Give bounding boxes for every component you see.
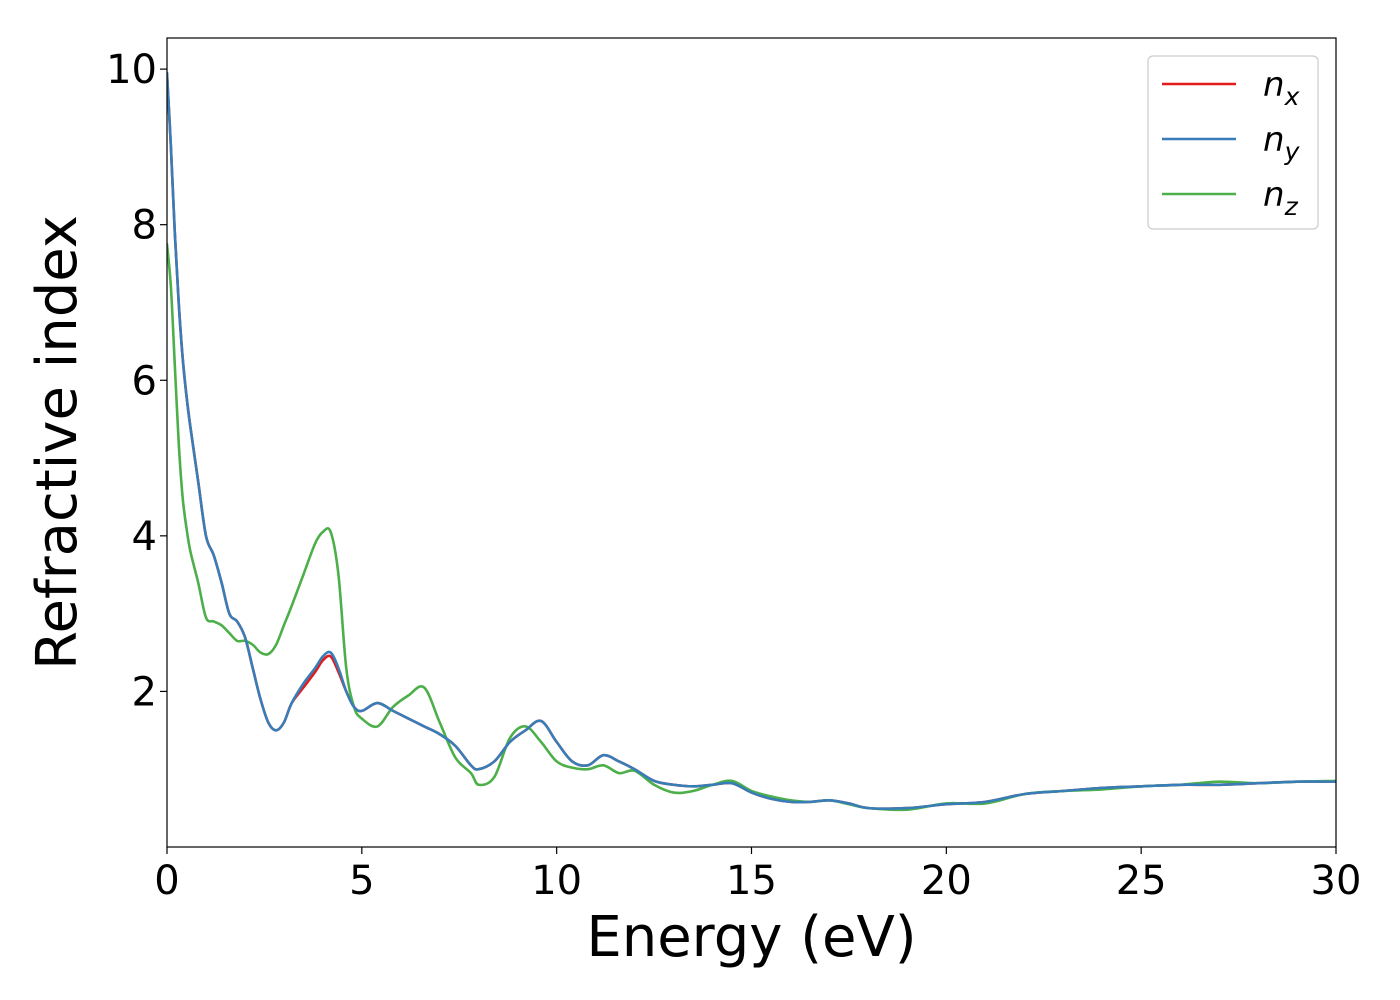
x-axis-ticks: 0 5 10 15 20 25 30 [154, 847, 1361, 904]
y-tick-label: 2 [132, 669, 157, 715]
legend: nx ny nz [1147, 55, 1319, 230]
legend-label-nx: nx [1263, 65, 1300, 111]
y-tick-label: 6 [132, 358, 157, 404]
y-axis-ticks: 2 4 6 8 10 [106, 47, 167, 715]
x-tick-label: 10 [531, 858, 582, 904]
y-tick-label: 4 [132, 514, 157, 560]
x-axis-label: Energy (eV) [586, 905, 916, 970]
x-tick-label: 25 [1116, 858, 1167, 904]
x-tick-label: 15 [726, 858, 777, 904]
y-tick-label: 10 [106, 47, 157, 93]
y-axis-label: Refractive index [25, 215, 90, 670]
legend-label-nz: nz [1263, 175, 1299, 221]
x-tick-label: 20 [921, 858, 972, 904]
legend-label-ny: ny [1263, 120, 1301, 166]
y-tick-label: 8 [132, 203, 157, 249]
series-layer [167, 71, 1336, 812]
x-tick-label: 30 [1311, 858, 1362, 904]
x-tick-label: 0 [154, 858, 179, 904]
series-line-ny [167, 71, 1336, 810]
x-tick-label: 5 [349, 858, 374, 904]
legend-box [1147, 55, 1319, 230]
